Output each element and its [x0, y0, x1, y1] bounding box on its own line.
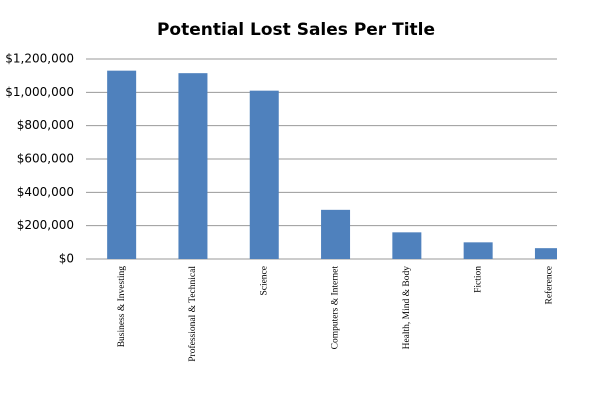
- chart-title: Potential Lost Sales Per Title: [157, 20, 435, 40]
- bar: [321, 209, 351, 259]
- x-tick-label: Fiction: [473, 266, 483, 293]
- y-tick-label: $0: [59, 252, 74, 266]
- x-tick-label: Computers & Internet: [331, 266, 341, 350]
- x-tick-label: Professional & Technical: [187, 266, 198, 362]
- y-tick-label: $800,000: [17, 118, 74, 132]
- bar: [178, 73, 208, 260]
- bar: [463, 242, 493, 259]
- x-tick-label: Science: [259, 266, 269, 296]
- bar: [392, 232, 422, 259]
- y-tick-label: $1,200,000: [5, 52, 74, 66]
- bar: [249, 90, 279, 260]
- x-tick-label: Health, Mind & Body: [402, 266, 412, 350]
- y-tick-label: $200,000: [17, 218, 74, 232]
- x-tick-label: Business & Investing: [117, 266, 127, 348]
- y-tick-label: $600,000: [17, 152, 74, 166]
- y-tick-label: $1,000,000: [5, 85, 74, 99]
- y-tick-label: $400,000: [17, 185, 74, 199]
- x-tick-label: Reference: [544, 266, 555, 305]
- plot-area: [86, 58, 557, 260]
- bar: [534, 248, 557, 259]
- bar: [107, 70, 137, 260]
